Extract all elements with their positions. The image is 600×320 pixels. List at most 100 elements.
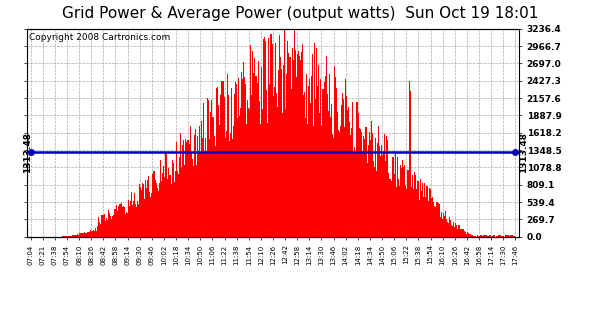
Bar xyxy=(235,82,236,237)
Bar xyxy=(199,126,200,237)
Bar xyxy=(133,201,134,237)
Bar xyxy=(149,197,151,237)
Bar xyxy=(403,167,404,237)
Bar xyxy=(75,235,76,237)
Bar xyxy=(460,230,461,237)
Bar xyxy=(490,235,491,237)
Bar xyxy=(358,113,359,237)
Bar xyxy=(163,166,164,237)
Bar xyxy=(179,157,180,237)
Bar xyxy=(302,44,303,237)
Bar xyxy=(213,117,214,237)
Bar xyxy=(157,188,158,237)
Bar xyxy=(444,216,445,237)
Bar xyxy=(77,235,78,237)
Bar xyxy=(445,212,446,237)
Bar xyxy=(274,87,275,237)
Bar xyxy=(253,73,254,237)
Bar xyxy=(509,236,510,237)
Bar xyxy=(221,81,223,237)
Bar xyxy=(159,183,160,237)
Bar xyxy=(174,182,175,237)
Bar xyxy=(177,171,178,237)
Bar xyxy=(376,171,377,237)
Bar xyxy=(68,236,69,237)
Bar xyxy=(272,44,273,237)
Bar xyxy=(281,113,283,237)
Text: Copyright 2008 Cartronics.com: Copyright 2008 Cartronics.com xyxy=(29,33,171,42)
Bar xyxy=(412,175,413,237)
Bar xyxy=(449,218,450,237)
Bar xyxy=(71,236,72,237)
Bar xyxy=(488,235,490,237)
Bar xyxy=(230,133,231,237)
Bar xyxy=(322,129,323,237)
Bar xyxy=(338,130,339,237)
Bar xyxy=(194,135,196,237)
Bar xyxy=(463,229,464,237)
Bar xyxy=(276,93,277,237)
Bar xyxy=(315,99,316,237)
Bar xyxy=(165,153,166,237)
Bar xyxy=(415,175,416,237)
Bar xyxy=(148,176,149,237)
Bar xyxy=(201,121,202,237)
Bar xyxy=(377,143,378,237)
Bar xyxy=(103,215,104,237)
Bar xyxy=(441,212,442,237)
Bar xyxy=(100,224,101,237)
Bar xyxy=(326,56,328,237)
Bar xyxy=(305,118,306,237)
Bar xyxy=(304,92,305,237)
Bar xyxy=(501,236,502,237)
Text: Grid Power & Average Power (output watts)  Sun Oct 19 18:01: Grid Power & Average Power (output watts… xyxy=(62,6,538,21)
Bar xyxy=(454,228,455,237)
Bar xyxy=(316,47,317,237)
Bar xyxy=(427,186,428,237)
Bar xyxy=(358,128,359,237)
Bar xyxy=(368,145,369,237)
Bar xyxy=(204,152,205,237)
Bar xyxy=(259,101,260,237)
Bar xyxy=(118,206,119,237)
Bar xyxy=(446,219,447,237)
Bar xyxy=(101,215,102,237)
Bar xyxy=(256,76,257,237)
Bar xyxy=(370,140,371,237)
Bar xyxy=(195,129,196,237)
Bar xyxy=(448,223,449,237)
Bar xyxy=(242,79,243,237)
Bar xyxy=(497,236,499,237)
Bar xyxy=(166,152,167,237)
Bar xyxy=(386,136,387,237)
Bar xyxy=(299,56,300,237)
Bar xyxy=(98,217,99,237)
Bar xyxy=(224,97,226,237)
Bar xyxy=(277,107,278,237)
Bar xyxy=(337,112,338,237)
Bar xyxy=(128,200,129,237)
Bar xyxy=(228,95,229,237)
Bar xyxy=(240,108,241,237)
Bar xyxy=(472,235,473,237)
Bar xyxy=(465,232,466,237)
Bar xyxy=(144,199,145,237)
Bar xyxy=(352,102,353,237)
Bar xyxy=(341,105,342,237)
Bar xyxy=(416,189,417,237)
Bar xyxy=(342,93,343,237)
Bar xyxy=(85,233,86,237)
Bar xyxy=(292,48,293,237)
Bar xyxy=(311,76,312,237)
Bar xyxy=(265,41,266,237)
Bar xyxy=(397,157,398,237)
Bar xyxy=(104,214,105,237)
Bar xyxy=(196,165,197,237)
Bar xyxy=(187,142,188,237)
Bar xyxy=(105,221,106,237)
Bar xyxy=(260,124,262,237)
Bar xyxy=(142,183,143,237)
Bar xyxy=(67,236,68,237)
Bar xyxy=(344,127,345,237)
Bar xyxy=(79,233,80,237)
